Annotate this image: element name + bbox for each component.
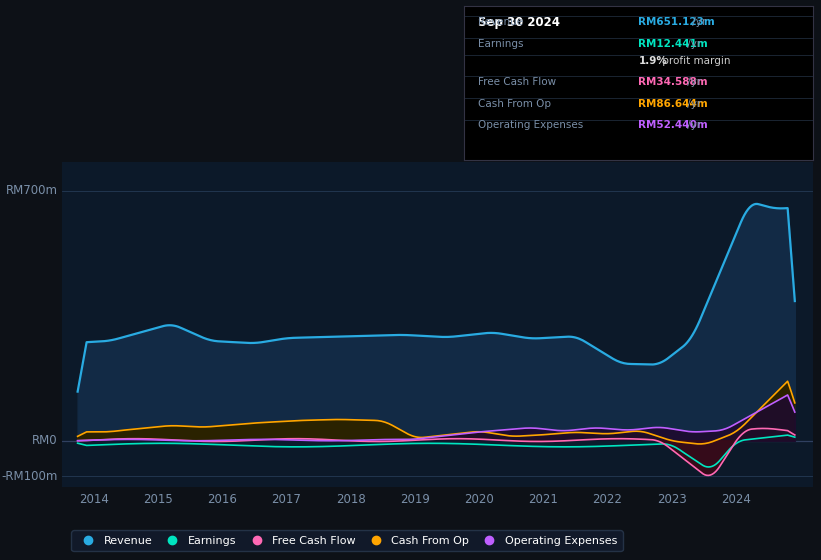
Text: -RM100m: -RM100m <box>2 470 57 483</box>
Text: /yr: /yr <box>684 77 701 87</box>
Text: /yr: /yr <box>684 120 701 130</box>
Text: profit margin: profit margin <box>658 55 730 66</box>
Text: Revenue: Revenue <box>478 17 523 27</box>
Text: Operating Expenses: Operating Expenses <box>478 120 583 130</box>
Text: Free Cash Flow: Free Cash Flow <box>478 77 556 87</box>
Text: RM651.123m: RM651.123m <box>639 17 715 27</box>
Text: /yr: /yr <box>684 39 701 49</box>
Text: RM86.644m: RM86.644m <box>639 99 708 109</box>
Text: RM12.441m: RM12.441m <box>639 39 708 49</box>
Text: /yr: /yr <box>684 99 701 109</box>
Text: RM0: RM0 <box>32 435 57 447</box>
Text: RM700m: RM700m <box>6 184 57 198</box>
Text: 1.9%: 1.9% <box>639 55 667 66</box>
Text: RM34.588m: RM34.588m <box>639 77 708 87</box>
Text: Sep 30 2024: Sep 30 2024 <box>478 16 560 29</box>
Legend: Revenue, Earnings, Free Cash Flow, Cash From Op, Operating Expenses: Revenue, Earnings, Free Cash Flow, Cash … <box>71 530 622 552</box>
Text: Earnings: Earnings <box>478 39 523 49</box>
Text: RM52.440m: RM52.440m <box>639 120 708 130</box>
Text: Cash From Op: Cash From Op <box>478 99 551 109</box>
Text: /yr: /yr <box>689 17 706 27</box>
